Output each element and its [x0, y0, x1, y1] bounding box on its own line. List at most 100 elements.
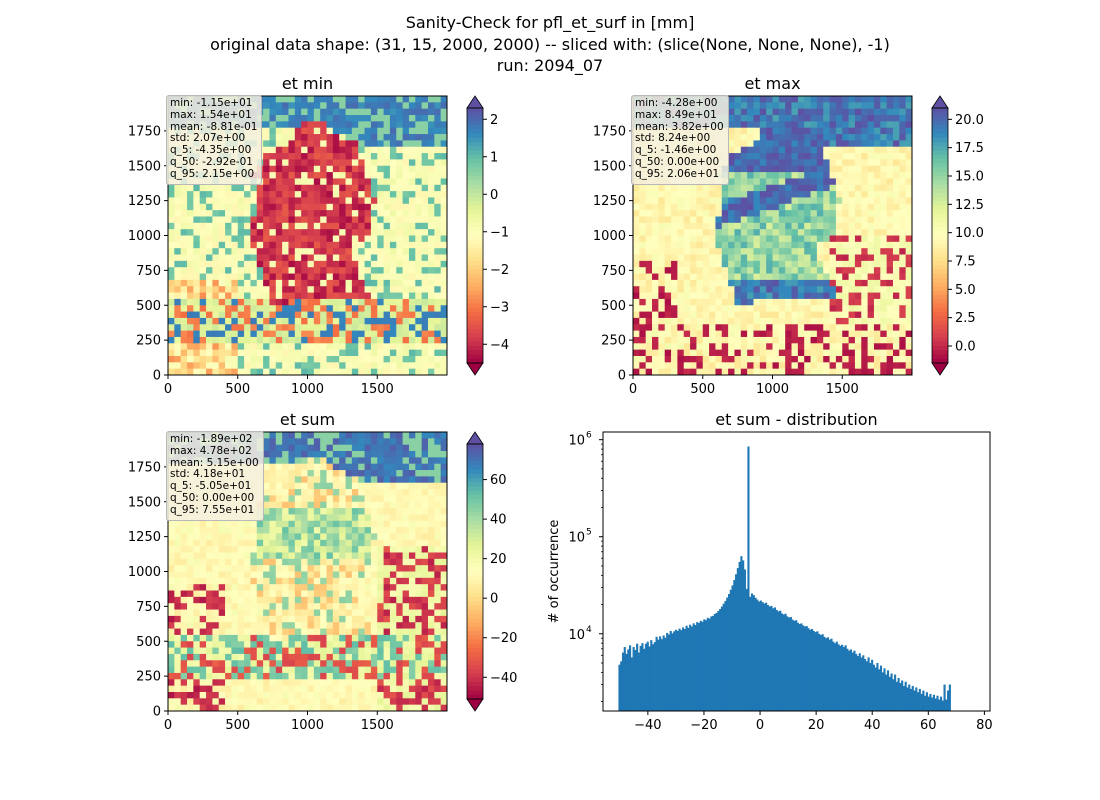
- heatmap-cell: [867, 336, 875, 344]
- heatmap-cell: [294, 260, 302, 268]
- heatmap-cell: [842, 311, 849, 319]
- heatmap-cell: [715, 349, 723, 357]
- heatmap-cell: [288, 216, 296, 224]
- heatmap-cell: [899, 229, 907, 236]
- heatmap-cell: [747, 191, 754, 198]
- heatmap-cell: [307, 197, 315, 205]
- heatmap-cell: [734, 343, 742, 351]
- heatmap-cell: [364, 476, 372, 484]
- heatmap-cell: [791, 210, 799, 217]
- heatmap-cell: [358, 121, 365, 129]
- heatmap-cell: [339, 298, 346, 306]
- heatmap-cell: [709, 311, 716, 319]
- heatmap-cell: [740, 368, 748, 376]
- heatmap-cell: [187, 235, 194, 243]
- heatmap-cell: [652, 222, 659, 230]
- heatmap-cell: [168, 355, 175, 363]
- heatmap-cell: [313, 489, 321, 496]
- heatmap-cell: [332, 140, 340, 148]
- heatmap-cell: [275, 191, 283, 198]
- heatmap-cell: [415, 216, 423, 224]
- heatmap-cell: [320, 115, 327, 122]
- heatmap-cell: [402, 330, 410, 338]
- heatmap-cell: [709, 273, 716, 281]
- heatmap-cell: [702, 216, 710, 224]
- heatmap-cell: [753, 134, 761, 141]
- colorbar-segment: [932, 324, 948, 330]
- heatmap-cell: [848, 273, 856, 281]
- heatmap-cell: [905, 292, 913, 300]
- heatmap-cell: [193, 368, 201, 376]
- heatmap-cell: [358, 159, 365, 167]
- heatmap-cell: [225, 330, 232, 338]
- heatmap-cell: [810, 197, 818, 205]
- heatmap-cell: [734, 134, 742, 141]
- heatmap-cell: [263, 311, 270, 319]
- heatmap-cell: [905, 134, 913, 141]
- heatmap-cell: [715, 267, 723, 274]
- heatmap-cell: [810, 172, 818, 179]
- heatmap-cell: [294, 317, 302, 325]
- heatmap-cell: [307, 279, 315, 287]
- heatmap-cell: [250, 203, 258, 211]
- heatmap-cell: [867, 362, 875, 370]
- heatmap-cell: [313, 533, 321, 541]
- heatmap-cell: [797, 254, 805, 262]
- heatmap-cell: [740, 292, 748, 300]
- heatmap-cell: [671, 317, 678, 325]
- heatmap-cell: [867, 292, 875, 300]
- heatmap-cell: [383, 457, 391, 465]
- heatmap-cell: [364, 539, 372, 547]
- heatmap-cell: [873, 298, 881, 306]
- heatmap-cell: [288, 140, 296, 148]
- heatmap-cell: [671, 210, 678, 217]
- heatmap-cell: [301, 115, 308, 122]
- heatmap-cell: [421, 336, 429, 344]
- heatmap-cell: [358, 438, 365, 446]
- heatmap-cell: [218, 254, 226, 262]
- heatmap-cell: [180, 336, 188, 344]
- heatmap-cell: [759, 146, 767, 154]
- heatmap-cell: [326, 482, 334, 490]
- heatmap-cell: [345, 444, 353, 452]
- heatmap-cell: [785, 96, 792, 103]
- heatmap-cell: [715, 368, 723, 376]
- heatmap-cell: [294, 115, 302, 122]
- heatmap-cell: [180, 241, 188, 249]
- heatmap-cell: [829, 260, 837, 268]
- heatmap-cell: [301, 248, 308, 255]
- heatmap-cell: [892, 197, 900, 205]
- colorbar-segment: [467, 205, 483, 211]
- heatmap-cell: [263, 451, 270, 458]
- heatmap-cell: [307, 527, 315, 534]
- heatmap-cell: [899, 286, 907, 293]
- heatmap-cell: [880, 178, 888, 186]
- heatmap-cell: [766, 102, 773, 110]
- heatmap-cell: [740, 197, 748, 205]
- heatmap-cell: [690, 343, 697, 351]
- heatmap-cell: [269, 444, 277, 452]
- heatmap-cell: [734, 362, 742, 370]
- heatmap-cell: [332, 501, 340, 509]
- heatmap-cell: [886, 134, 894, 141]
- heatmap-cell: [263, 191, 270, 198]
- heatmap-cell: [288, 279, 296, 287]
- heatmap-cell: [288, 305, 296, 312]
- heatmap-cell: [345, 336, 353, 344]
- heatmap-cell: [370, 552, 378, 560]
- heatmap-cell: [652, 273, 659, 281]
- heatmap-cell: [408, 235, 416, 243]
- heatmap-cell: [848, 210, 856, 217]
- heatmap-cell: [734, 317, 742, 325]
- heatmap-cell: [671, 241, 678, 249]
- heatmap-cell: [351, 368, 359, 376]
- heatmap-cell: [734, 336, 742, 344]
- heatmap-cell: [206, 343, 213, 351]
- heatmap-cell: [427, 349, 435, 357]
- heatmap-cell: [867, 254, 875, 262]
- heatmap-cell: [396, 267, 404, 274]
- heatmap-cell: [778, 349, 786, 357]
- heatmap-cell: [237, 552, 245, 560]
- heatmap-cell: [702, 210, 710, 217]
- heatmap-cell: [415, 552, 423, 560]
